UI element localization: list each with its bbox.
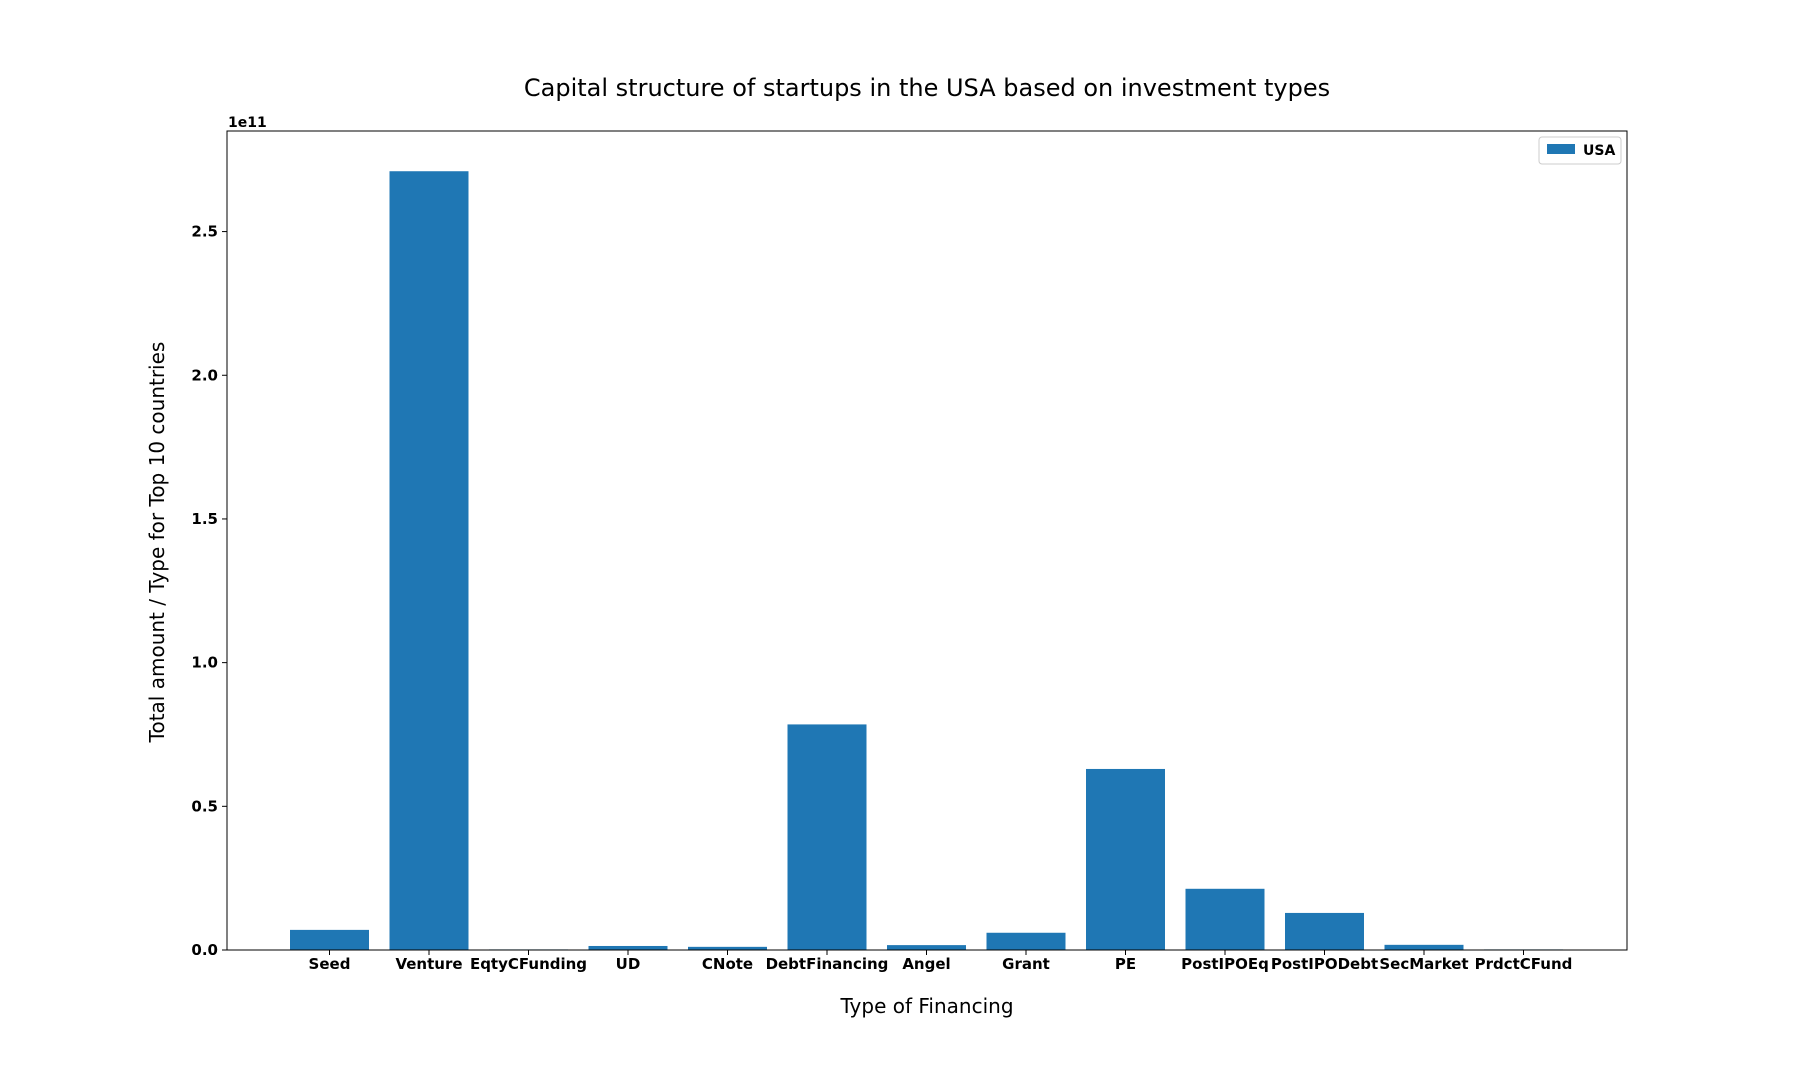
bar-cnote bbox=[688, 946, 767, 950]
x-axis-ticks: Seed Venture EqtyCFunding UD CNote DebtFinanc… bbox=[309, 950, 1573, 973]
y-tick-label: 1.0 bbox=[191, 654, 218, 672]
x-tick-label: Seed bbox=[309, 955, 351, 973]
bar-postipoeq bbox=[1185, 888, 1265, 950]
plot-area: 0.0 0.5 1.0 1.5 2.0 2.5 Seed Venture EqtyCFundi… bbox=[191, 130, 1628, 973]
chart-title: Capital structure of startups in the USA… bbox=[524, 74, 1330, 102]
x-tick-label: PostIPOEq bbox=[1181, 955, 1269, 973]
y-tick-label: 2.5 bbox=[191, 223, 218, 241]
x-tick-label: EqtyCFunding bbox=[470, 955, 587, 973]
x-tick-label: Grant bbox=[1002, 955, 1050, 973]
bar-angel bbox=[887, 945, 966, 950]
bars-layer bbox=[290, 171, 1563, 951]
y-axis-offset-label: 1e11 bbox=[228, 115, 267, 131]
y-tick-label: 1.5 bbox=[191, 510, 218, 528]
x-axis-label: Type of Financing bbox=[839, 994, 1013, 1018]
bar-seed bbox=[290, 929, 369, 950]
y-tick-label: 2.0 bbox=[191, 366, 218, 384]
bar-venture bbox=[389, 171, 469, 951]
legend-label: USA bbox=[1583, 143, 1615, 159]
bar-debtfinancing bbox=[787, 724, 867, 950]
y-tick-label: 0.5 bbox=[191, 797, 218, 815]
x-tick-label: Angel bbox=[902, 955, 950, 973]
y-tick-label: 0.0 bbox=[191, 941, 218, 959]
bar-grant bbox=[986, 932, 1066, 950]
legend-swatch bbox=[1547, 144, 1575, 154]
x-tick-label: SecMarket bbox=[1379, 955, 1468, 973]
x-tick-label: PE bbox=[1115, 955, 1136, 973]
plot-frame bbox=[226, 130, 1628, 951]
x-tick-label: PrdctCFund bbox=[1475, 955, 1573, 973]
x-tick-label: PostIPODebt bbox=[1271, 955, 1378, 973]
legend-box bbox=[1538, 136, 1622, 165]
x-tick-label: UD bbox=[616, 955, 641, 973]
y-axis-label: Total amount / Type for Top 10 countries bbox=[145, 342, 169, 744]
bar-ud bbox=[588, 945, 668, 950]
bar-postipodebt bbox=[1285, 912, 1364, 950]
x-tick-label: Venture bbox=[395, 955, 462, 973]
bar-pe bbox=[1086, 768, 1165, 950]
x-tick-label: DebtFinancing bbox=[766, 955, 889, 973]
bar-secmarket bbox=[1384, 944, 1464, 950]
legend: USA bbox=[1538, 136, 1622, 165]
y-axis-ticks: 0.0 0.5 1.0 1.5 2.0 2.5 bbox=[191, 223, 227, 959]
x-tick-label: CNote bbox=[702, 955, 753, 973]
